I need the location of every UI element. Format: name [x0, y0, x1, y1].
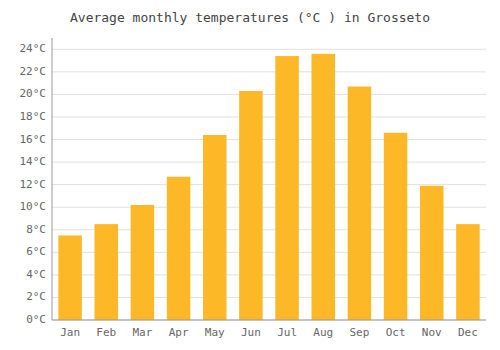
- bar: [384, 133, 408, 320]
- y-axis-line: [52, 38, 53, 320]
- x-axis-line: [52, 320, 486, 321]
- x-tick-label: Nov: [422, 326, 442, 339]
- grid: [52, 49, 486, 320]
- y-tick-label: 22°C: [20, 65, 47, 78]
- y-tick-label: 20°C: [20, 87, 47, 100]
- bar: [131, 205, 155, 320]
- y-tick-label: 6°C: [26, 245, 46, 258]
- bar: [58, 235, 82, 320]
- bar: [311, 54, 335, 320]
- y-tick-label: 2°C: [26, 290, 46, 303]
- grid-line: [52, 184, 486, 185]
- grid-line: [52, 139, 486, 140]
- bar: [239, 91, 263, 320]
- grid-line: [52, 94, 486, 95]
- y-tick-label: 14°C: [20, 155, 47, 168]
- bar: [348, 87, 372, 320]
- x-tick-label: Mar: [132, 326, 152, 339]
- title: Average monthly temperatures (°C ) in Gr…: [70, 10, 430, 25]
- grid-line: [52, 49, 486, 50]
- y-tick-label: 10°C: [20, 200, 47, 213]
- x-tick-label: Dec: [458, 326, 478, 339]
- x-tick-label: Jun: [241, 326, 261, 339]
- bar: [275, 56, 299, 320]
- bars: [58, 54, 479, 320]
- grid-line: [52, 320, 486, 321]
- grid-line: [52, 162, 486, 163]
- x-tick-label: Oct: [386, 326, 406, 339]
- y-tick-label: 12°C: [20, 178, 47, 191]
- x-tick-label: Aug: [313, 326, 333, 339]
- y-tick-label: 18°C: [20, 110, 47, 123]
- x-tick-label: Jan: [60, 326, 80, 339]
- bar: [420, 186, 444, 320]
- y-tick-label: 8°C: [26, 223, 46, 236]
- grid-line: [52, 71, 486, 72]
- x-tick-label: May: [205, 326, 225, 339]
- grid-line: [52, 116, 486, 117]
- x-tick-label: Feb: [96, 326, 116, 339]
- bar: [203, 135, 227, 320]
- bar: [94, 224, 118, 320]
- x-tick-label: Apr: [169, 326, 189, 339]
- x-ticks: Jan Feb Mar Apr May Jun Jul Aug Sep Oct Nov Dec: [60, 326, 478, 339]
- y-tick-label: 16°C: [20, 133, 47, 146]
- bar: [456, 224, 480, 320]
- x-tick-label: Jul: [277, 326, 297, 339]
- y-tick-label: 24°C: [20, 42, 47, 55]
- chart-svg: 0°C 2°C 4°C 6°C 8°C 10°C 12°C 14°C 16°C 18°C 20°C 2…: [0, 0, 500, 350]
- y-tick-label: 0°C: [26, 313, 46, 326]
- bar: [167, 177, 191, 320]
- y-tick-label: 4°C: [26, 268, 46, 281]
- y-ticks: 0°C 2°C 4°C 6°C 8°C 10°C 12°C 14°C 16°C 18°C 20°C 2…: [20, 42, 47, 326]
- chart-container: 0°C 2°C 4°C 6°C 8°C 10°C 12°C 14°C 16°C 18°C 20°C 2…: [0, 0, 500, 350]
- x-tick-label: Sep: [349, 326, 369, 339]
